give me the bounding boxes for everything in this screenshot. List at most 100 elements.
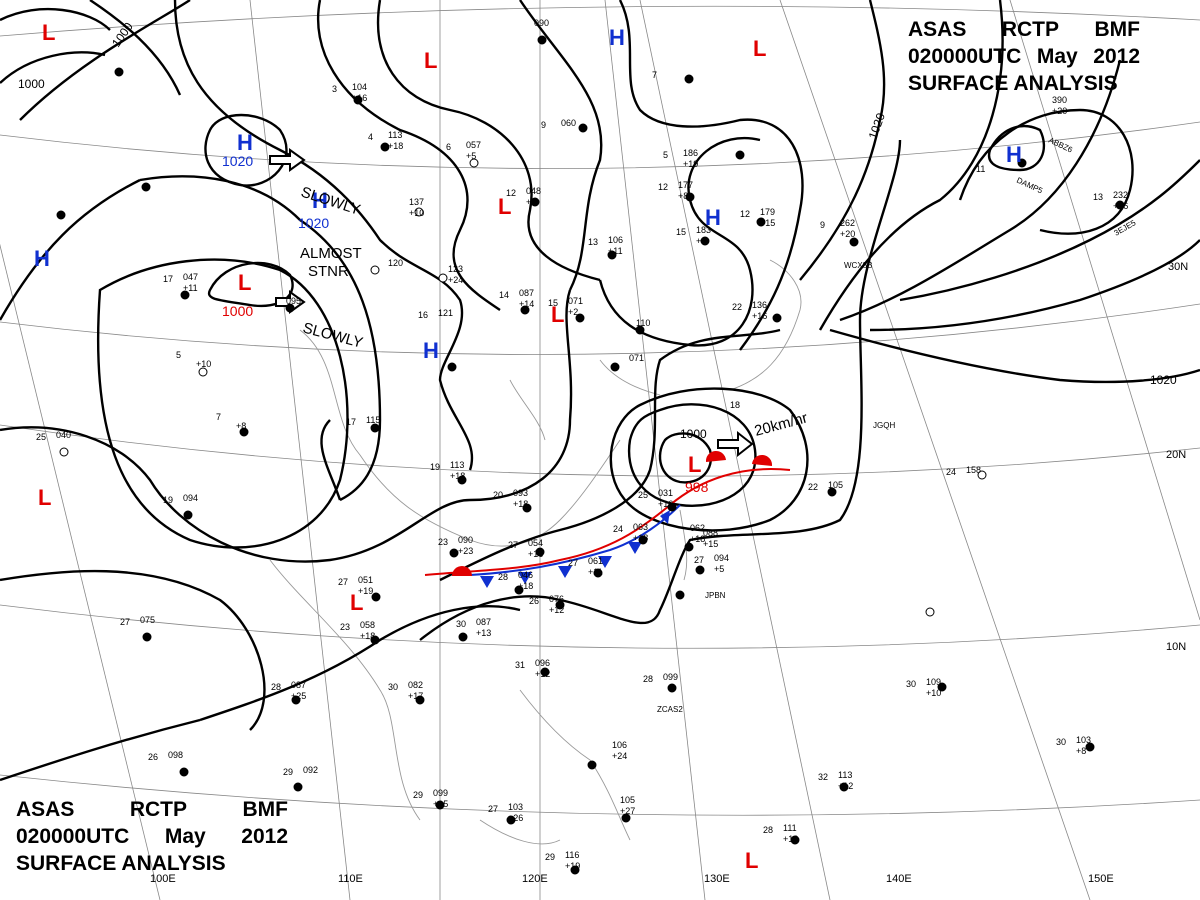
station-report: 14 087+14 (499, 288, 534, 309)
station-tendency: +18 (690, 534, 705, 544)
station-report: 29 092 (283, 765, 318, 777)
station-report: 095 (286, 296, 301, 306)
station-tendency: +11 (183, 283, 198, 293)
station-tendency: +10 (196, 359, 211, 369)
station-temperature: 12 (506, 188, 516, 198)
station-pressure: 183 (696, 225, 711, 235)
station-temperature: 32 (818, 772, 828, 782)
station-temperature: 14 (499, 290, 509, 300)
isobar (139, 175, 382, 502)
station-pressure: 062 (690, 523, 705, 533)
station-temperature: 30 (388, 682, 398, 692)
station-report: 9 060 (541, 118, 576, 130)
station-tendency: +16 (658, 499, 673, 509)
station-pressure: 075 (140, 615, 155, 625)
station-tendency: +20 (1052, 106, 1067, 116)
isobar (899, 159, 1200, 302)
station-temperature: 25 (638, 490, 648, 500)
station-tendency: +18 (513, 499, 528, 509)
station-tendency: +13 (476, 628, 491, 638)
isobar (199, 605, 521, 722)
station-pressure: 040 (56, 430, 71, 440)
station-pressure: 096 (535, 658, 550, 668)
isobar (439, 328, 781, 582)
high-center-icon: H (1006, 142, 1022, 167)
isobar (839, 59, 1122, 322)
movement-label: SLOWLY (299, 184, 363, 219)
station-pressure: 047 (183, 272, 198, 282)
station-pressure: 090 (458, 535, 473, 545)
station-tendency: +15 (760, 218, 775, 228)
movement-label: 20km/hr (753, 409, 810, 439)
station-tendency: +10 (926, 688, 941, 698)
low-center-icon: L (424, 48, 437, 73)
station-pressure: 110 (636, 318, 650, 328)
product-name: SURFACE ANALYSIS (908, 72, 1118, 95)
isobar (419, 139, 902, 641)
isobar-label: 1000 (18, 77, 45, 91)
station-pressure: 094 (183, 493, 198, 503)
station-report: 15 071+2 (548, 296, 583, 317)
station-report: 19 113+18 (430, 460, 465, 481)
station-temperature: 29 (545, 852, 555, 862)
station-report: 24 158 (946, 465, 981, 477)
station-temperature: 17 (346, 417, 356, 427)
isobar (519, 0, 603, 291)
isobar (320, 419, 342, 501)
valid-year: 2012 (1093, 45, 1140, 68)
station-temperature: 25 (36, 432, 46, 442)
station-tendency: +14 (519, 299, 534, 309)
station-report: 120 (388, 258, 403, 268)
latitude-label: 30N (1168, 261, 1188, 273)
station-tendency: +16 (352, 93, 367, 103)
center-value: 1000 (222, 303, 253, 319)
station-report: 16 121 (418, 308, 453, 320)
station-tendency: +11 (608, 246, 623, 256)
isobar (799, 0, 886, 281)
station-pressure: 111 (783, 823, 797, 833)
isobar (869, 239, 1200, 332)
latitude-labels: 30N 20N 10N (1166, 261, 1188, 653)
station-pressure: 060 (561, 118, 576, 128)
longitude-label: 110E (338, 873, 363, 885)
station-pressure: 099 (663, 672, 678, 682)
station-pressure: 088 (703, 528, 718, 538)
station-report: 071 (629, 353, 644, 363)
station-pressure: 158 (966, 465, 981, 475)
typhoon-low: L (688, 452, 701, 477)
isobar (0, 51, 106, 84)
ship-callsign: JPBN (705, 591, 726, 600)
valid-year: 2012 (241, 825, 288, 848)
low-center-icon: L (688, 452, 701, 477)
valid-time: 020000UTC (16, 825, 130, 848)
station-report: 22 105 (808, 480, 843, 492)
station-report: 26 098 (148, 750, 183, 762)
station-tendency: +19 (683, 159, 698, 169)
station-report: 7 +8 (216, 412, 246, 431)
station-pressure: 092 (303, 765, 318, 775)
station-tendency: +12 (535, 669, 550, 679)
station-code: RCTP (129, 798, 188, 821)
high-center-icon: H (237, 130, 253, 155)
station-pressure: 109 (926, 677, 941, 687)
station-report: 30 082+17 (388, 680, 423, 701)
station-tendency: +10 (409, 208, 424, 218)
station-pressure: 046 (518, 570, 533, 580)
station-report: 30 087+13 (456, 617, 491, 638)
valid-month: May (164, 825, 206, 848)
station-tendency: +20 (840, 229, 855, 239)
station-temperature: 3 (332, 84, 337, 94)
isobar (0, 569, 266, 731)
station-temperature: 17 (163, 274, 173, 284)
station-report: 123+24 (448, 264, 463, 285)
station-tendency: +5 (714, 564, 724, 574)
station-report: 32 113+12 (818, 770, 853, 791)
station-temperature: 26 (148, 752, 158, 762)
station-tendency: +18 (450, 471, 465, 481)
station-report: 106+24 (612, 740, 627, 761)
station-report: 28 099 (643, 672, 678, 684)
ship-callsign: JGQH (873, 421, 895, 430)
isobar (0, 289, 573, 563)
station-report: 22 136+16 (732, 300, 767, 321)
station-tendency: +18 (388, 141, 403, 151)
